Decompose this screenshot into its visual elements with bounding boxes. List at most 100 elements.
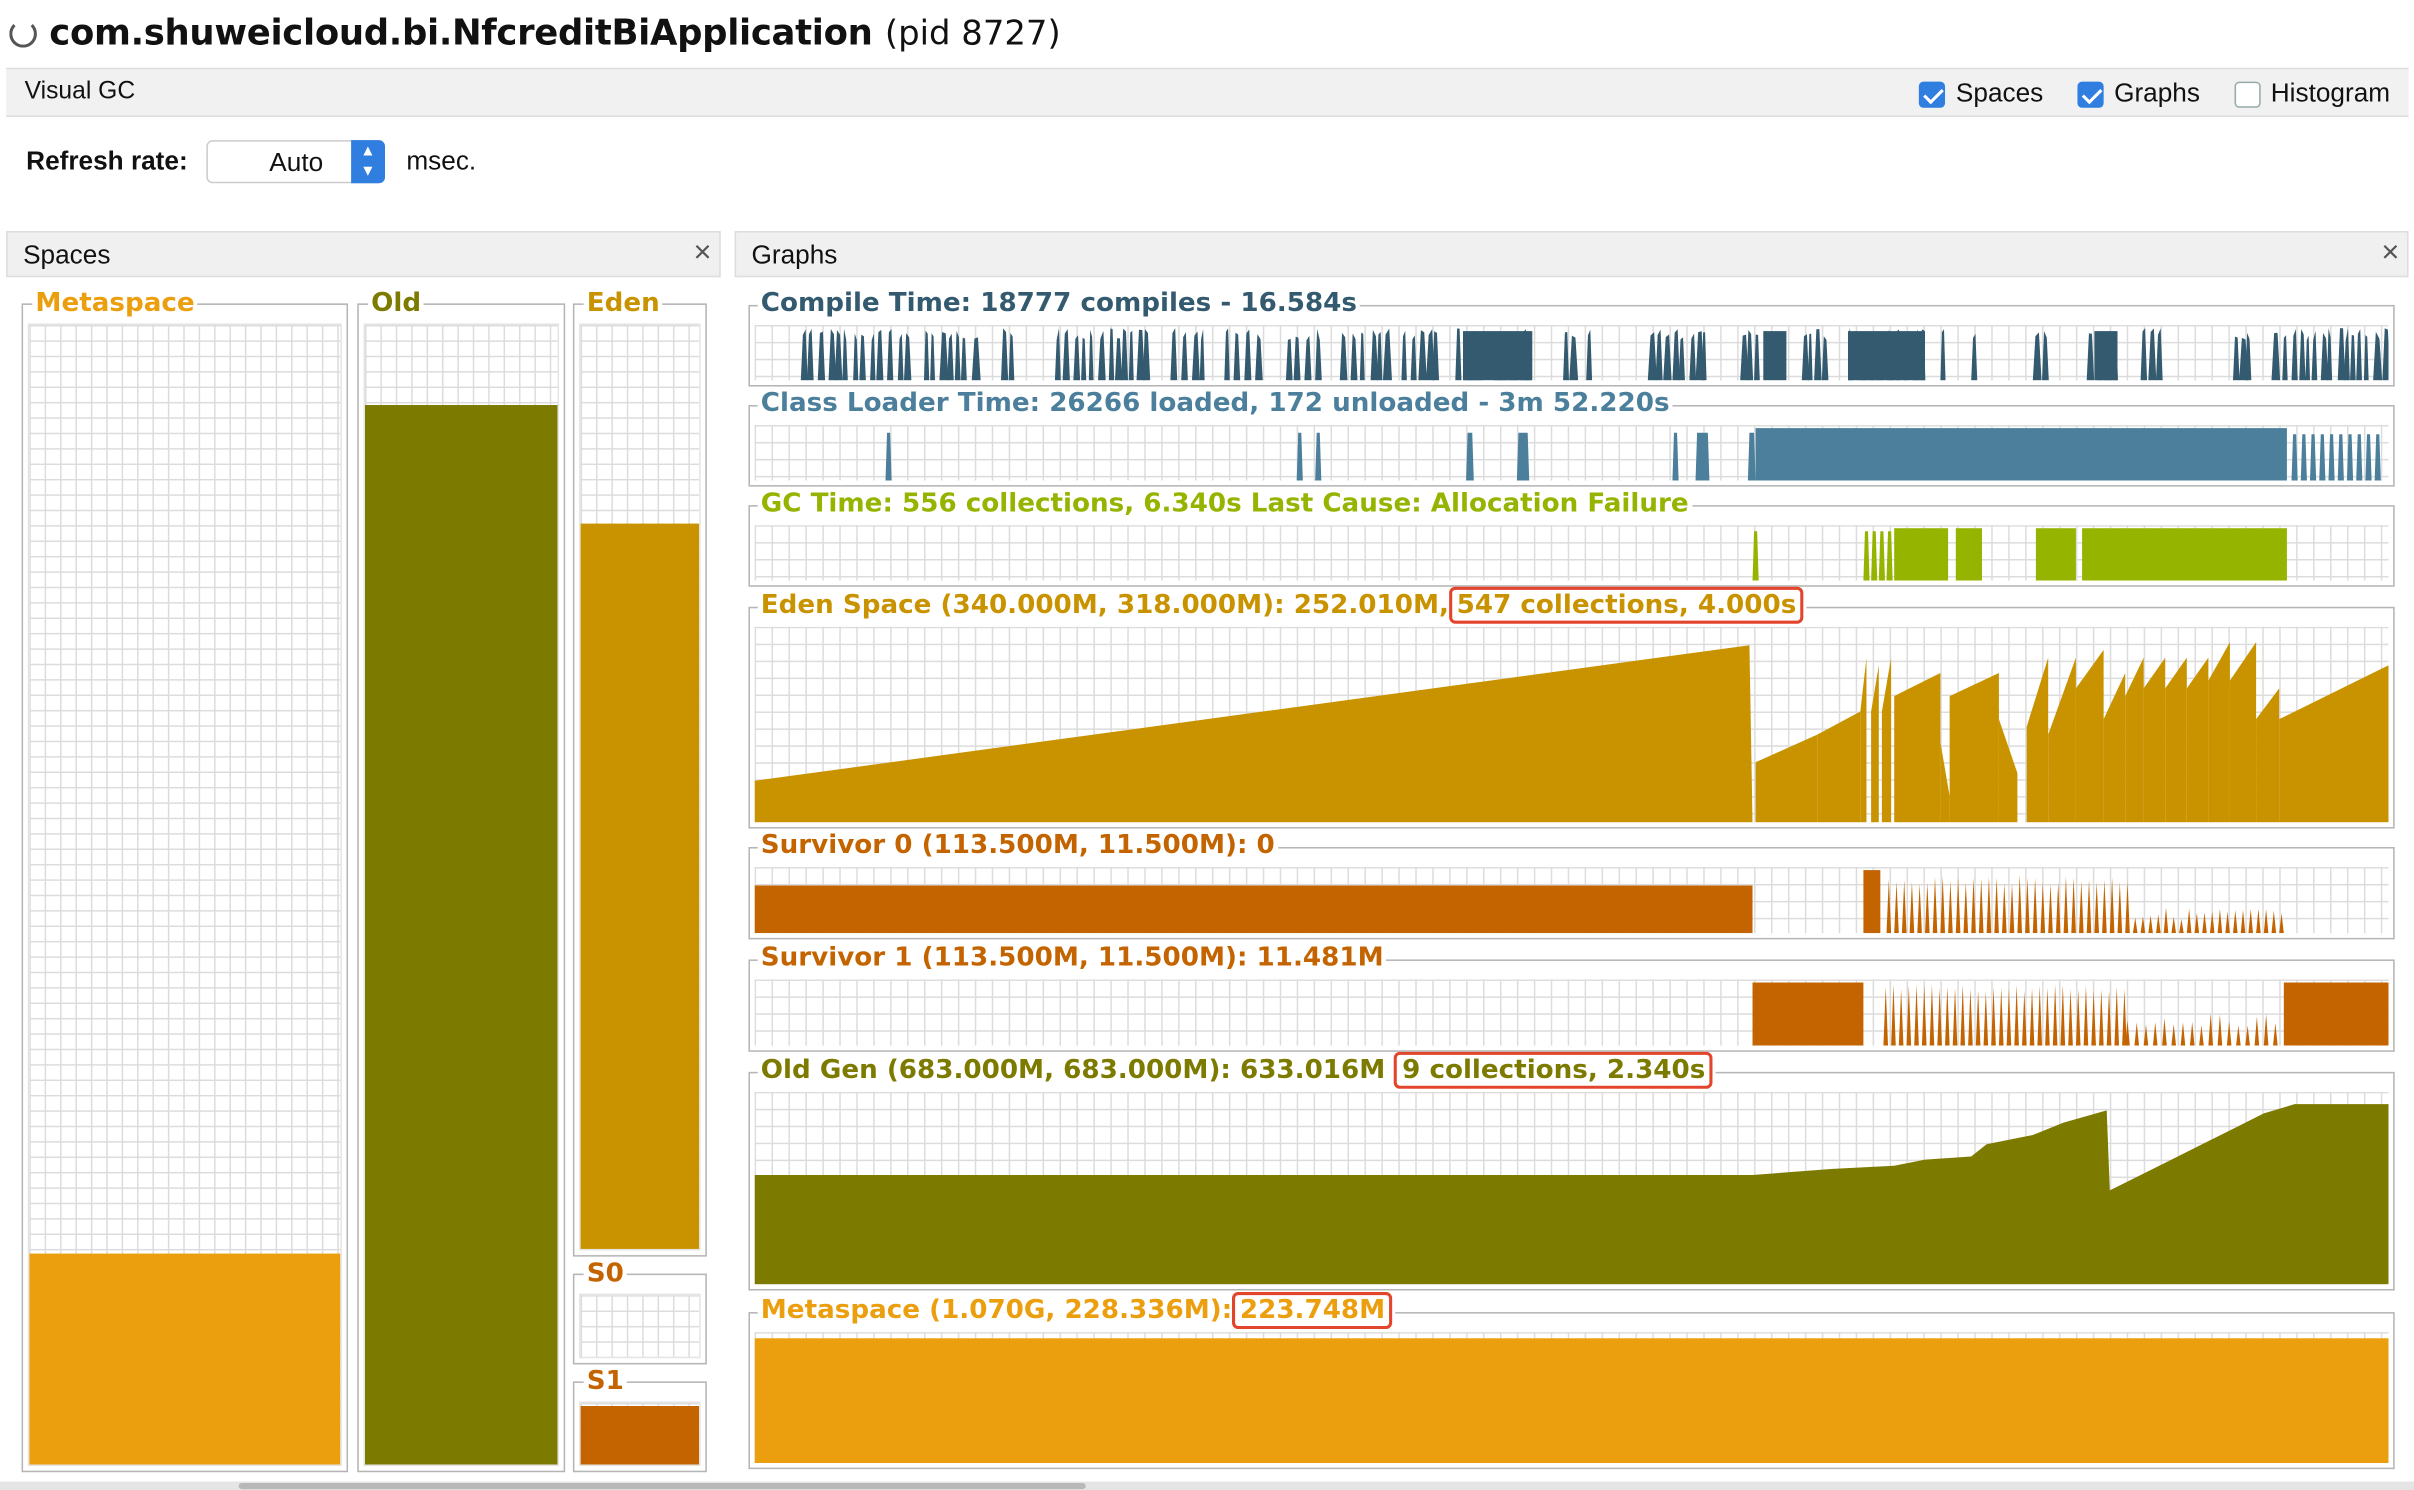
classloader-spike	[2346, 434, 2354, 481]
spaces-checkbox[interactable]	[1918, 80, 1946, 108]
s0-label: S0	[583, 1258, 627, 1289]
eden-tooth	[2026, 657, 2049, 823]
compile-spike	[1108, 328, 1115, 381]
survivor-0-plot	[754, 867, 2389, 934]
s1-spike	[2217, 1014, 2223, 1046]
compile-time-series	[800, 328, 2389, 381]
old-column: Old	[357, 287, 566, 1473]
close-icon[interactable]: ×	[693, 235, 712, 270]
eden-tooth	[2208, 642, 2230, 823]
s0-spike	[2163, 907, 2169, 934]
scrollbar-thumb[interactable]	[238, 1483, 1086, 1490]
s1-spike	[1906, 985, 1912, 1046]
s0-spike	[2225, 911, 2230, 934]
eden-grid	[579, 323, 701, 1251]
compile-spike	[2326, 328, 2333, 381]
refresh-rate-select[interactable]: Auto ▲ ▼	[206, 140, 385, 184]
compile-spike	[1655, 329, 1663, 381]
s1-spike	[2171, 1024, 2177, 1046]
compile-spike	[859, 334, 866, 381]
compile-spike	[1001, 328, 1009, 381]
select-arrows-icon[interactable]: ▲ ▼	[350, 140, 385, 184]
spaces-panel-title: Spaces	[23, 240, 111, 270]
s0-spike	[1932, 876, 1938, 934]
eden-tooth	[1940, 742, 1950, 823]
classloader-block	[1755, 428, 2287, 481]
classloader-spike	[1516, 432, 1530, 481]
compile-spike	[2271, 332, 2281, 381]
compile-spike	[1563, 331, 1569, 381]
s0-spike	[2125, 881, 2130, 934]
s0-spike	[1963, 882, 1969, 934]
compile-spike	[1418, 330, 1427, 381]
histogram-checkbox[interactable]	[2233, 80, 2260, 108]
tab-visual-gc[interactable]: Visual GC	[24, 78, 136, 105]
s0-spike	[2179, 919, 2184, 934]
s1-spike	[2125, 1020, 2130, 1046]
s0-spike	[2086, 879, 2092, 934]
s1-spike	[2014, 985, 2019, 1046]
s0-spike	[2117, 882, 2123, 934]
survivor-0-graph: Survivor 0 (113.500M, 11.500M): 0	[748, 830, 2395, 940]
s1-spike	[2263, 1014, 2269, 1046]
compile-spike	[2343, 328, 2350, 381]
compile-spike	[1746, 329, 1754, 381]
eden-tooth	[2125, 657, 2144, 823]
horizontal-scrollbar[interactable]	[0, 1481, 2414, 1490]
gc-spike	[1878, 531, 1885, 581]
s1-spike	[2060, 985, 2066, 1046]
s0-spike	[2063, 876, 2069, 934]
classloader-spike	[1296, 432, 1303, 481]
classloader-spike	[1695, 432, 1710, 481]
graphs-checkbox[interactable]	[2077, 80, 2104, 108]
compile-spike	[1199, 329, 1205, 381]
eden-tooth	[2048, 657, 2076, 823]
compile-spike	[930, 333, 936, 381]
compile-spike	[1098, 330, 1106, 381]
loading-spinner-icon	[9, 20, 37, 48]
spaces-option[interactable]: Spaces	[1918, 79, 2043, 110]
s1-spike	[1960, 984, 1966, 1046]
s1-spike	[2029, 988, 2035, 1046]
compile-spike	[1081, 337, 1087, 381]
s0-spike	[2194, 912, 2200, 934]
compile-spike	[2305, 335, 2311, 381]
compile-spike	[1304, 335, 1312, 381]
eden-label: Eden	[583, 287, 663, 319]
s0-spike	[1994, 877, 1999, 934]
s1-spike	[2099, 989, 2104, 1046]
compile-spike	[1233, 332, 1241, 381]
compile-spike	[1678, 337, 1685, 381]
eden-tooth	[2143, 657, 2166, 823]
compile-block	[2094, 331, 2118, 381]
histogram-option[interactable]: Histogram	[2233, 78, 2391, 110]
compile-spike	[1062, 329, 1070, 381]
histogram-checkbox-label: Histogram	[2270, 78, 2391, 108]
s0-block	[754, 885, 1753, 934]
compile-spike	[842, 328, 848, 381]
old-gen-series	[754, 1104, 2389, 1285]
eden-tooth	[2075, 649, 2104, 823]
compile-spike	[1142, 329, 1151, 381]
s0-block	[1863, 870, 1881, 934]
gc-block	[1955, 528, 1982, 581]
compile-spike	[1701, 332, 1707, 381]
classloader-spike	[1672, 432, 1679, 481]
compile-spike	[1315, 328, 1322, 381]
gc-block	[2082, 528, 2287, 581]
compile-block	[1848, 331, 1925, 381]
s1-spike	[2152, 1022, 2158, 1046]
refresh-rate-unit: msec.	[406, 146, 477, 176]
compile-spike	[1410, 335, 1417, 381]
gc-spike	[1752, 531, 1759, 581]
close-icon[interactable]: ×	[2381, 235, 2400, 270]
graphs-option[interactable]: Graphs	[2077, 79, 2200, 110]
s0-column: S0	[572, 1258, 707, 1365]
eden-space-graph: Eden Space (340.000M, 318.000M): 252.010…	[748, 586, 2395, 829]
old-fill	[364, 404, 558, 1465]
classloader-spike	[2328, 434, 2335, 481]
s1-spike	[2236, 1025, 2241, 1046]
eden-space-stats: Eden Space (340.000M, 318.000M): 252.010…	[760, 589, 1449, 621]
classloader-spike	[2356, 434, 2363, 481]
compile-spike	[1382, 328, 1392, 381]
